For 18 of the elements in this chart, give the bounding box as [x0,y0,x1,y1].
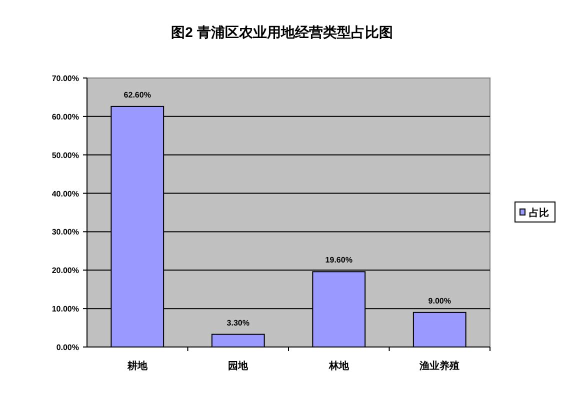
data-label: 19.60% [325,256,352,265]
x-tick-label: 园地 [228,360,250,372]
y-tick-label: 70.00% [52,74,79,83]
y-tick-label: 50.00% [52,150,79,160]
data-label: 3.30% [226,318,250,328]
data-label: 9.00% [428,296,451,306]
legend-label: 占比 [529,207,549,219]
y-tick-label: 30.00% [52,228,79,237]
x-tick-label: 耕地 [126,360,148,372]
x-tick-label: 渔业养殖 [418,360,460,372]
y-tick-label: 40.00% [52,189,79,198]
y-tick-label: 10.00% [52,304,79,314]
y-tick-label: 0.00% [56,343,79,352]
data-label: 62.60% [124,90,151,100]
y-tick-label: 60.00% [52,112,79,122]
x-tick-label: 林地 [328,360,350,372]
chart-title: 图2 青浦区农业用地经营类型占比图 [171,24,393,40]
y-tick-label: 20.00% [52,266,79,276]
